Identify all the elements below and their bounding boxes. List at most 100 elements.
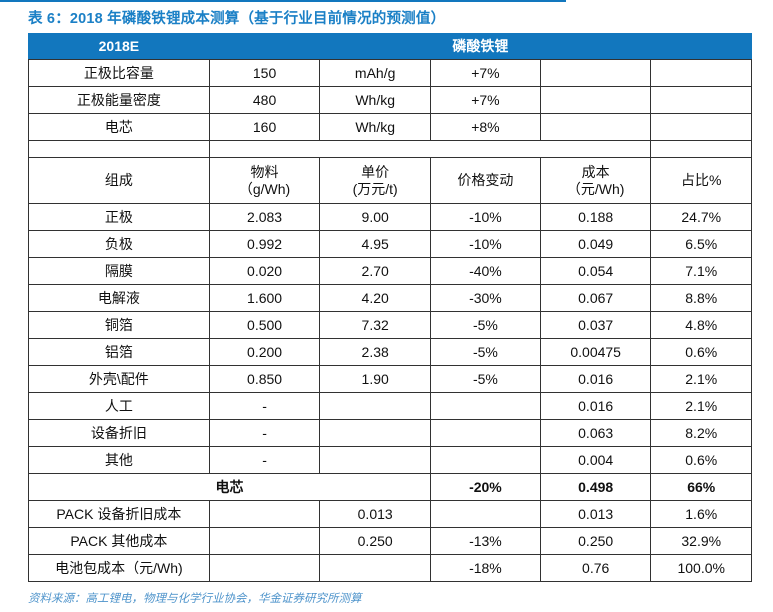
cost-material: 0.992 [208,230,321,258]
total-change: -18% [429,554,541,582]
param-value: 160 [208,113,321,141]
cost-label: 设备折旧 [28,419,210,447]
cell-summary-row: 电芯 -20% 0.498 66% [28,473,752,501]
col-header-material-line2: （g/Wh) [238,180,291,197]
col-header-cost-line2: （元/Wh) [566,180,625,197]
cost-cost: 0.016 [539,365,652,393]
cost-row: 设备折旧 - 0.063 8.2% [28,419,752,447]
empty-cell [650,59,752,87]
col-header-cost-line1: 成本 [581,164,610,181]
spacer-row [28,140,752,158]
spacer-cell [209,141,320,158]
param-label: 正极比容量 [28,59,210,87]
cost-row: 负极 0.992 4.95 -10% 0.049 6.5% [28,230,752,258]
cost-price: 4.20 [319,284,431,312]
cost-share: 2.1% [650,392,752,420]
cost-material: 1.600 [208,284,321,312]
cost-material: - [208,446,321,474]
param-value: 480 [208,86,321,114]
pack-change [429,500,541,528]
cost-change: -5% [429,338,541,366]
cost-change: -5% [429,365,541,393]
cost-price [319,419,431,447]
cost-cost: 0.067 [539,284,652,312]
empty-cell [650,86,752,114]
cost-share: 6.5% [650,230,752,258]
cost-change: -5% [429,311,541,339]
cost-row: 电解液 1.600 4.20 -30% 0.067 8.8% [28,284,752,312]
cost-label: 负极 [28,230,210,258]
cost-change [429,419,541,447]
total-share: 100.0% [650,554,752,582]
cost-price [319,392,431,420]
cost-share: 0.6% [650,446,752,474]
spacer-cell [320,141,431,158]
param-label: 正极能量密度 [28,86,210,114]
cost-material: 0.020 [208,257,321,285]
cost-table: 2018E 磷酸铁锂 正极比容量 150 mAh/g +7% 正极能量密度 48… [28,33,753,582]
cost-cost: 0.004 [539,446,652,474]
cost-row: 其他 - 0.004 0.6% [28,446,752,474]
param-unit: Wh/kg [319,113,431,141]
table-title: 表 6：2018 年磷酸铁锂成本测算（基于行业目前情况的预测值） [28,11,446,27]
pack-cost: 0.250 [539,527,652,555]
cost-change: -40% [429,257,541,285]
empty-cell [539,59,652,87]
cost-share: 8.8% [650,284,752,312]
cost-cost: 0.049 [539,230,652,258]
pack-change: -13% [429,527,541,555]
source-note: 资料来源：高工锂电，物理与化学行业协会，华金证券研究所测算 [28,593,362,605]
total-label: 电池包成本（元/Wh) [28,554,210,582]
table-header-row: 2018E 磷酸铁锂 [28,33,753,60]
pack-label: PACK 设备折旧成本 [28,500,210,528]
param-unit: mAh/g [319,59,431,87]
header-year-cell: 2018E [28,33,210,60]
top-blue-rule [0,0,566,2]
param-row: 正极能量密度 480 Wh/kg +7% [28,86,752,114]
total-row: 电池包成本（元/Wh) -18% 0.76 100.0% [28,554,752,582]
cost-row: 铜箔 0.500 7.32 -5% 0.037 4.8% [28,311,752,339]
cell-summary-label: 电芯 [28,473,431,501]
cost-change [429,392,541,420]
cost-price [319,446,431,474]
cost-material: - [208,419,321,447]
cost-material: 0.850 [208,365,321,393]
empty-cell [650,113,752,141]
cost-row: 铝箔 0.200 2.38 -5% 0.00475 0.6% [28,338,752,366]
cost-cost: 0.037 [539,311,652,339]
cost-material: 2.083 [208,203,321,231]
cost-change: -10% [429,230,541,258]
cost-row: 隔膜 0.020 2.70 -40% 0.054 7.1% [28,257,752,285]
total-cost: 0.76 [539,554,652,582]
cell-summary-change: -20% [429,473,541,501]
pack-material [208,500,321,528]
col-header-share: 占比% [650,157,752,204]
empty-cell [539,86,652,114]
col-header-change: 价格变动 [429,157,541,204]
header-chemistry-cell: 磷酸铁锂 [208,33,753,60]
pack-row: PACK 设备折旧成本 0.013 0.013 1.6% [28,500,752,528]
param-unit: Wh/kg [319,86,431,114]
pack-material [208,527,321,555]
cost-cost: 0.00475 [539,338,652,366]
pack-price: 0.250 [319,527,431,555]
param-row: 电芯 160 Wh/kg +8% [28,113,752,141]
cost-row: 人工 - 0.016 2.1% [28,392,752,420]
col-header-composition: 组成 [28,157,210,204]
spacer-cell [28,140,210,158]
cost-share: 24.7% [650,203,752,231]
cost-change: -30% [429,284,541,312]
cost-share: 0.6% [650,338,752,366]
cost-cost: 0.188 [539,203,652,231]
empty-cell [208,554,321,582]
pack-row: PACK 其他成本 0.250 -13% 0.250 32.9% [28,527,752,555]
cost-label: 隔膜 [28,257,210,285]
param-change: +8% [429,113,541,141]
empty-cell [319,554,431,582]
pack-price: 0.013 [319,500,431,528]
pack-label: PACK 其他成本 [28,527,210,555]
cost-material: - [208,392,321,420]
cost-price: 1.90 [319,365,431,393]
cost-price: 9.00 [319,203,431,231]
cost-cost: 0.063 [539,419,652,447]
